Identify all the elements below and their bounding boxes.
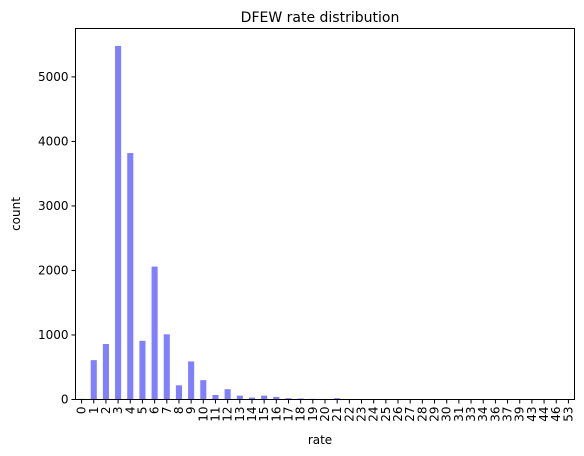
y-axis-title: count [9, 197, 23, 231]
y-tick-label-0: 0 [61, 393, 69, 407]
x-tick-label-46: 46 [549, 407, 563, 422]
x-tick-label-33: 33 [464, 407, 478, 422]
x-axis-title: rate [308, 433, 332, 447]
x-tick-label-34: 34 [476, 407, 490, 422]
chart-title: DFEW rate distribution [241, 10, 400, 26]
x-tick-label-25: 25 [379, 407, 393, 422]
x-tick-label-17: 17 [281, 407, 295, 422]
x-tick-label-39: 39 [513, 407, 527, 422]
x-tick-label-8: 8 [172, 407, 186, 415]
x-tick-label-12: 12 [221, 407, 235, 422]
y-axis: 0 1000 2000 3000 4000 5000 [38, 70, 76, 407]
x-tick-label-7: 7 [160, 407, 174, 415]
x-tick-label-30: 30 [440, 407, 454, 422]
x-axis: 0123456789101112131415161718192021222324… [75, 399, 575, 422]
x-tick-label-15: 15 [257, 407, 271, 422]
x-tick-label-16: 16 [269, 407, 283, 422]
x-tick-label-23: 23 [355, 407, 369, 422]
x-tick-label-1: 1 [87, 407, 101, 415]
bar-12 [224, 389, 231, 400]
x-tick-label-14: 14 [245, 407, 259, 422]
x-tick-label-24: 24 [367, 407, 381, 422]
bar-13 [236, 395, 243, 400]
bar-4 [127, 153, 134, 400]
x-tick-label-0: 0 [75, 407, 89, 415]
y-tick-label-1000: 1000 [38, 328, 69, 342]
bar-1 [90, 360, 97, 400]
x-tick-label-5: 5 [135, 407, 149, 415]
bar-16 [273, 396, 280, 400]
x-tick-label-31: 31 [452, 407, 466, 422]
bar-9 [188, 361, 195, 400]
bar-5 [139, 340, 146, 400]
x-tick-label-37: 37 [501, 407, 515, 422]
y-tick-label-5000: 5000 [38, 70, 69, 84]
bar-10 [200, 380, 207, 400]
bar-11 [212, 394, 219, 400]
plot-frame [75, 28, 575, 400]
bar-21 [334, 398, 341, 400]
x-tick-label-43: 43 [525, 407, 539, 422]
x-tick-label-10: 10 [196, 407, 210, 422]
bar-2 [102, 344, 109, 400]
bar-14 [248, 397, 256, 400]
x-tick-label-53: 53 [561, 407, 575, 422]
x-tick-label-26: 26 [391, 407, 405, 422]
bar-7 [163, 334, 170, 400]
x-tick-label-36: 36 [488, 407, 502, 422]
x-tick-label-28: 28 [415, 407, 429, 422]
x-tick-label-22: 22 [342, 407, 356, 422]
bars-group [78, 45, 572, 400]
bar-6 [151, 266, 158, 400]
bar-8 [175, 385, 182, 400]
x-tick-label-19: 19 [306, 407, 320, 422]
x-tick-label-44: 44 [537, 407, 551, 422]
x-tick-label-6: 6 [148, 407, 162, 415]
bar-17 [285, 398, 292, 400]
x-tick-label-18: 18 [294, 407, 308, 422]
y-tick-label-4000: 4000 [38, 134, 69, 148]
x-tick-label-9: 9 [184, 407, 198, 415]
x-tick-label-4: 4 [123, 407, 137, 415]
x-tick-label-3: 3 [111, 407, 125, 415]
x-tick-label-21: 21 [330, 407, 344, 422]
x-tick-label-27: 27 [403, 407, 417, 422]
y-tick-label-3000: 3000 [38, 199, 69, 213]
y-tick-label-2000: 2000 [38, 263, 69, 277]
x-tick-label-2: 2 [99, 407, 113, 415]
x-tick-label-13: 13 [233, 407, 247, 422]
x-tick-label-20: 20 [318, 407, 332, 422]
x-tick-label-11: 11 [208, 407, 222, 422]
bar-15 [261, 395, 268, 400]
bar-3 [115, 45, 122, 400]
x-tick-label-29: 29 [428, 407, 442, 422]
